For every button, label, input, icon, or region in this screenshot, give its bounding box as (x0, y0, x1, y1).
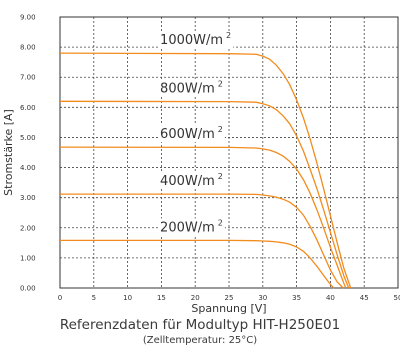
x-axis-label: Spannung [V] (191, 302, 266, 315)
x-tick-label: 0 (58, 294, 62, 302)
series-label: 200W/m 2 (160, 218, 223, 235)
series-label: 1000W/m 2 (160, 31, 231, 48)
x-tick-label: 20 (191, 294, 200, 302)
x-tick-label: 15 (157, 294, 166, 302)
y-tick-label: 8.00 (20, 44, 36, 52)
x-tick-label: 5 (92, 294, 96, 302)
x-tick-label: 45 (360, 294, 369, 302)
series-label-background (159, 31, 234, 49)
x-tick-label: 25 (225, 294, 234, 302)
x-tick-label: 40 (326, 294, 335, 302)
plot-frame (59, 16, 399, 289)
y-tick-label: 0.00 (20, 285, 36, 293)
series-label-background (159, 79, 225, 97)
y-tick-label: 2.00 (20, 224, 36, 232)
y-tick-label: 1.00 (20, 254, 36, 262)
iv-curve (60, 239, 335, 289)
x-tick-labels: 0 5 10 15 20 25 30 35 40 45 50 (58, 294, 400, 302)
y-tick-label: 3.00 (20, 194, 36, 202)
iv-curve-chart: 0.00 1.00 2.00 3.00 4.00 5.00 6.00 7.00 8.00 9.00… (2, 14, 400, 316)
grid (60, 17, 398, 288)
iv-curve (59, 52, 352, 289)
y-tick-labels: 0.00 1.00 2.00 3.00 4.00 5.00 6.00 7.00 8.00 9.00 (20, 14, 36, 293)
y-tick-label: 5.00 (20, 134, 36, 142)
y-tick-label: 6.00 (20, 104, 36, 112)
series-labels: 1000W/m 2 800W/m 2 600W/m 2 400W/m 2 200W/m 2 (159, 31, 234, 236)
y-axis-label: Stromstärke [A] (2, 109, 15, 196)
series-label-background (159, 125, 225, 143)
y-tick-label: 9.00 (20, 14, 36, 22)
iv-curve (59, 100, 350, 289)
iv-curves (59, 52, 352, 289)
y-tick-label: 4.00 (20, 164, 36, 172)
x-tick-label: 35 (292, 294, 301, 302)
x-tick-label: 50 (394, 294, 400, 302)
y-tick-label: 7.00 (20, 74, 36, 82)
series-label-background (159, 218, 225, 236)
chart-caption-title: Referenzdaten für Modultyp HIT-H250E01 (59, 317, 341, 333)
x-tick-label: 30 (258, 294, 267, 302)
series-label: 400W/m 2 (160, 172, 223, 189)
series-label-background (159, 172, 225, 190)
iv-curve (59, 146, 347, 289)
chart-caption-subtitle: (Zelltemperatur: 25°C) (142, 335, 258, 346)
x-tick-label: 10 (123, 294, 132, 302)
iv-curve (60, 193, 344, 289)
series-label: 800W/m 2 (160, 79, 223, 96)
series-label: 600W/m 2 (160, 125, 223, 142)
